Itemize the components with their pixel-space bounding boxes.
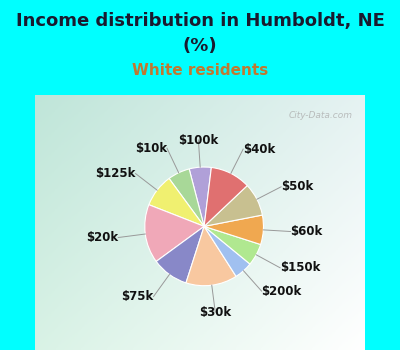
Text: $100k: $100k [178, 133, 218, 147]
Text: $10k: $10k [135, 142, 167, 155]
Wedge shape [204, 167, 247, 226]
Text: $60k: $60k [290, 225, 323, 238]
Text: $200k: $200k [262, 285, 302, 297]
Text: (%): (%) [183, 37, 217, 55]
Text: $150k: $150k [280, 261, 320, 274]
Text: $50k: $50k [281, 180, 313, 193]
Text: $20k: $20k [86, 231, 118, 244]
Text: $40k: $40k [243, 143, 275, 156]
Wedge shape [149, 178, 204, 226]
Text: $75k: $75k [121, 290, 154, 303]
Wedge shape [204, 226, 250, 276]
Text: $30k: $30k [199, 306, 231, 319]
Wedge shape [156, 226, 204, 283]
Wedge shape [145, 205, 204, 261]
Wedge shape [204, 226, 261, 264]
Wedge shape [189, 167, 211, 226]
Wedge shape [186, 226, 236, 286]
Text: Income distribution in Humboldt, NE: Income distribution in Humboldt, NE [16, 12, 384, 30]
Wedge shape [169, 169, 204, 226]
Wedge shape [204, 215, 264, 245]
Text: White residents: White residents [132, 63, 268, 78]
Wedge shape [204, 186, 262, 226]
Text: City-Data.com: City-Data.com [288, 111, 352, 120]
Text: $125k: $125k [95, 167, 136, 180]
